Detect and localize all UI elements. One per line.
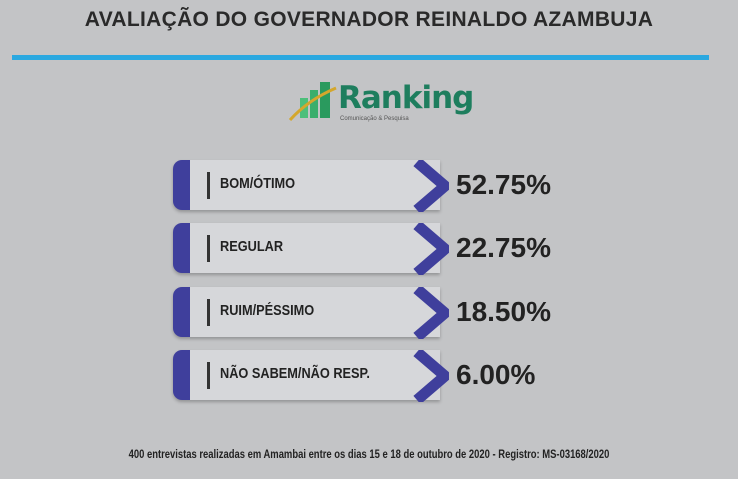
chevron-right-icon bbox=[413, 223, 449, 275]
bar-chart-logo-icon bbox=[288, 82, 337, 122]
chevron-right-icon bbox=[413, 160, 449, 212]
chevron-right-icon bbox=[413, 350, 449, 402]
category-label: NÃO SABEM/NÃO RESP. bbox=[220, 365, 370, 382]
percentage-value: 22.75% bbox=[456, 232, 551, 263]
page-title: AVALIAÇÃO DO GOVERNADOR REINALDO AZAMBUJ… bbox=[84, 8, 654, 31]
logo-name: Ranking bbox=[338, 80, 474, 116]
category-label: RUIM/PÉSSIMO bbox=[220, 302, 315, 319]
logo-tagline: Comunicação & Pesquisa bbox=[340, 116, 409, 122]
percentage-value: 18.50% bbox=[456, 296, 551, 327]
category-label: REGULAR bbox=[220, 238, 284, 255]
chevron-right-icon bbox=[413, 287, 449, 339]
ranking-logo: Ranking Comunicação & Pesquisa bbox=[288, 80, 474, 124]
result-row: NÃO SABEM/NÃO RESP. 6.00% bbox=[173, 350, 573, 402]
percentage-value: 52.75% bbox=[456, 169, 551, 200]
result-row: REGULAR 22.75% bbox=[173, 223, 573, 275]
result-row: RUIM/PÉSSIMO 18.50% bbox=[173, 287, 573, 339]
result-row: BOM/ÓTIMO 52.75% bbox=[173, 160, 573, 212]
percentage-value: 6.00% bbox=[456, 359, 536, 390]
title-divider bbox=[12, 55, 709, 60]
footnote: 400 entrevistas realizadas em Amambai en… bbox=[128, 449, 610, 461]
category-label: BOM/ÓTIMO bbox=[220, 175, 296, 192]
